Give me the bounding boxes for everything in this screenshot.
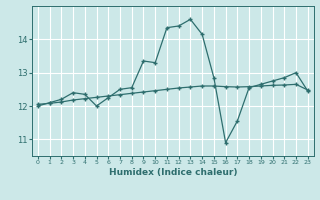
X-axis label: Humidex (Indice chaleur): Humidex (Indice chaleur) (108, 168, 237, 177)
